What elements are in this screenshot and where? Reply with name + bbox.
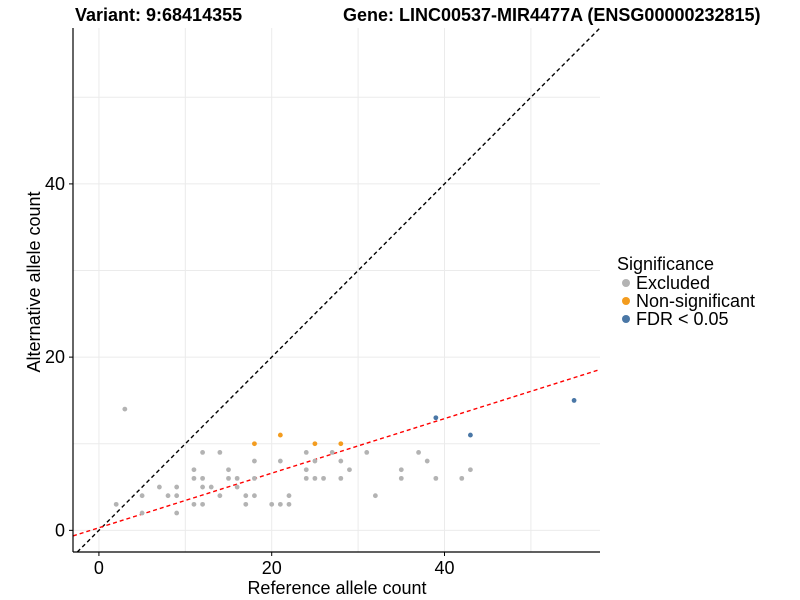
point-excluded — [139, 493, 145, 499]
point-excluded — [174, 484, 180, 490]
point-excluded — [372, 493, 378, 499]
point-excluded — [191, 467, 197, 473]
point-excluded — [243, 493, 249, 499]
legend-label-non-significant: Non-significant — [636, 291, 755, 311]
legend: Significance ExcludedNon-significantFDR … — [617, 254, 755, 329]
point-excluded — [200, 449, 205, 455]
point-excluded — [252, 458, 257, 464]
point-excluded — [208, 484, 214, 490]
point-excluded — [156, 484, 162, 490]
point-excluded — [217, 449, 223, 455]
point-excluded — [226, 475, 231, 481]
point-excluded — [200, 475, 205, 481]
point-excluded — [139, 510, 145, 516]
point-fdr-0-05 — [468, 432, 473, 438]
x-tick-label: 0 — [94, 558, 104, 578]
identity-reference-line — [76, 27, 601, 553]
reference-lines — [72, 27, 601, 553]
point-excluded — [329, 449, 335, 455]
point-excluded — [174, 510, 180, 516]
point-excluded — [424, 458, 430, 464]
point-excluded — [312, 475, 318, 481]
point-excluded — [113, 501, 119, 507]
y-tick-label: 0 — [55, 520, 65, 540]
point-excluded — [200, 484, 205, 490]
point-excluded — [252, 493, 257, 499]
point-excluded — [252, 475, 257, 481]
point-excluded — [433, 475, 439, 481]
point-excluded — [217, 493, 223, 499]
point-excluded — [338, 458, 344, 464]
point-excluded — [286, 501, 292, 507]
point-excluded — [364, 449, 370, 455]
point-fdr-0-05 — [433, 415, 439, 421]
point-excluded — [321, 475, 326, 481]
x-axis-label: Reference allele count — [247, 578, 426, 598]
axes — [72, 28, 600, 553]
point-excluded — [468, 467, 473, 473]
point-excluded — [338, 475, 344, 481]
point-non-significant — [338, 441, 344, 447]
point-excluded — [174, 493, 180, 499]
x-tick-label: 20 — [262, 558, 282, 578]
point-non-significant — [252, 441, 257, 447]
fit-reference-line — [72, 368, 601, 537]
tick-labels: 0 20 40 0 20 40 — [45, 174, 455, 578]
point-excluded — [398, 467, 404, 473]
point-excluded — [191, 501, 197, 507]
data-points — [113, 398, 577, 516]
point-excluded — [303, 467, 309, 473]
chart-title-gene: Gene: LINC00537-MIR4477A (ENSG0000023281… — [343, 5, 761, 25]
legend-key-non-significant — [622, 297, 630, 305]
point-excluded — [416, 449, 421, 455]
point-excluded — [234, 475, 240, 481]
point-excluded — [459, 475, 465, 481]
point-excluded — [303, 449, 309, 455]
x-tick-label: 40 — [434, 558, 454, 578]
point-excluded — [269, 501, 275, 507]
legend-key-fdr-0-05 — [622, 315, 630, 323]
point-excluded — [122, 406, 128, 412]
point-excluded — [191, 475, 197, 481]
point-excluded — [398, 475, 404, 481]
legend-label-excluded: Excluded — [636, 273, 710, 293]
y-axis-label: Alternative allele count — [24, 191, 44, 372]
point-excluded — [277, 501, 283, 507]
gridlines — [73, 28, 600, 552]
chart-title-variant: Variant: 9:68414355 — [75, 5, 242, 25]
point-excluded — [286, 493, 292, 499]
point-excluded — [234, 484, 240, 490]
point-excluded — [347, 467, 352, 473]
point-non-significant — [277, 432, 283, 438]
point-fdr-0-05 — [571, 398, 577, 403]
point-excluded — [165, 493, 171, 499]
point-excluded — [277, 458, 283, 464]
point-excluded — [312, 458, 318, 464]
point-non-significant — [312, 441, 318, 447]
point-excluded — [303, 475, 309, 481]
legend-title: Significance — [617, 254, 714, 274]
legend-label-fdr-0-05: FDR < 0.05 — [636, 309, 729, 329]
point-excluded — [243, 501, 249, 507]
point-excluded — [226, 467, 231, 473]
y-tick-label: 40 — [45, 174, 65, 194]
point-excluded — [200, 501, 205, 507]
legend-key-excluded — [622, 279, 630, 287]
y-tick-label: 20 — [45, 347, 65, 367]
